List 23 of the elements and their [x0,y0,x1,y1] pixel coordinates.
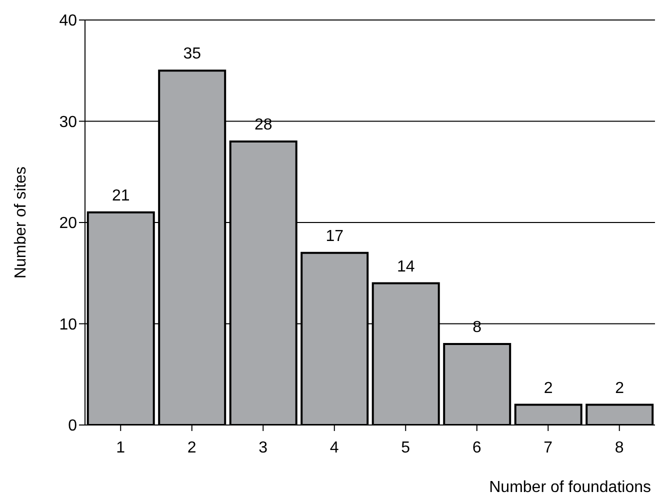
data-label: 35 [183,46,202,63]
data-label: 2 [544,380,553,397]
y-tick-label: 40 [59,12,78,30]
y-axis-title: Number of sites [12,166,30,279]
x-tick-label: 3 [258,439,268,456]
y-tick-label: 0 [68,418,78,435]
x-tick-label: 6 [472,439,482,456]
data-label: 21 [112,187,130,204]
data-label: 2 [615,380,624,397]
x-tick-label: 4 [330,439,339,456]
data-label: 14 [396,258,415,276]
x-axis-title: Number of foundations [489,479,651,496]
data-label: 28 [254,116,272,134]
x-tick-label: 7 [544,439,553,456]
x-tick-label: 8 [614,439,624,456]
y-tick-label: 10 [59,316,78,334]
data-label: 17 [326,228,344,245]
data-label: 8 [472,319,482,336]
y-tick-label: 30 [59,114,78,131]
x-tick-label: 1 [116,439,126,456]
x-tick-label: 5 [401,439,410,456]
x-tick-label: 2 [187,439,196,456]
y-tick-label: 20 [59,215,78,232]
